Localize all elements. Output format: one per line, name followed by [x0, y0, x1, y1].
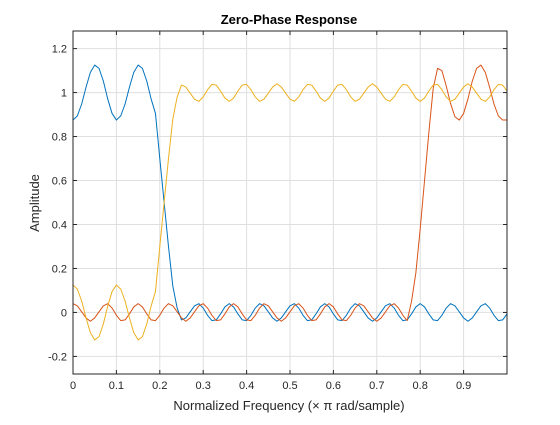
y-tick-label: 0 [61, 307, 67, 319]
tick-marks [72, 31, 507, 374]
x-axis-label: Normalized Frequency (× π rad/sample) [173, 398, 404, 413]
x-tick-labels: 0 0.1 0.2 0.3 0.4 0.5 0.6 0.7 0.8 0.9 [70, 380, 471, 392]
x-tick-label: 0.9 [456, 380, 471, 392]
x-tick-label: 0.2 [152, 380, 167, 392]
y-tick-label: 0.2 [52, 263, 67, 275]
series-line-1 [73, 64, 507, 322]
y-tick-label: 1 [61, 88, 67, 100]
x-tick-label: 0 [70, 380, 76, 392]
series-group [73, 64, 507, 341]
y-tick-labels: -0.2 0 0.2 0.4 0.6 0.8 1 1.2 [48, 44, 67, 364]
x-tick-label: 0.8 [413, 380, 428, 392]
x-tick-label: 0.3 [196, 380, 211, 392]
y-tick-label: 0.4 [52, 219, 67, 231]
series-line-2 [73, 64, 507, 322]
y-tick-label: 0.6 [52, 176, 67, 188]
x-tick-label: 0.7 [369, 380, 384, 392]
x-tick-label: 0.4 [239, 380, 254, 392]
y-tick-label: -0.2 [48, 351, 67, 363]
x-tick-label: 0.6 [326, 380, 341, 392]
series-line-3 [73, 83, 507, 341]
y-tick-label: 0.8 [52, 132, 67, 144]
chart-title: Zero-Phase Response [221, 12, 358, 27]
x-tick-label: 0.5 [282, 380, 297, 392]
y-axis-label: Amplitude [27, 174, 42, 232]
y-tick-label: 1.2 [52, 44, 67, 56]
x-tick-label: 0.1 [109, 380, 124, 392]
